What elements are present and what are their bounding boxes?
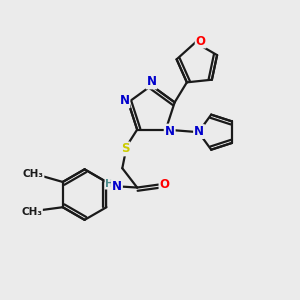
Text: O: O <box>160 178 170 191</box>
Text: H: H <box>105 179 114 189</box>
Text: CH₃: CH₃ <box>21 207 42 217</box>
Text: N: N <box>194 125 204 138</box>
Text: N: N <box>112 180 122 193</box>
Text: O: O <box>196 34 206 47</box>
Text: CH₃: CH₃ <box>22 169 44 178</box>
Text: S: S <box>121 142 130 155</box>
Text: N: N <box>146 75 157 88</box>
Text: N: N <box>119 94 129 107</box>
Text: N: N <box>165 124 175 138</box>
